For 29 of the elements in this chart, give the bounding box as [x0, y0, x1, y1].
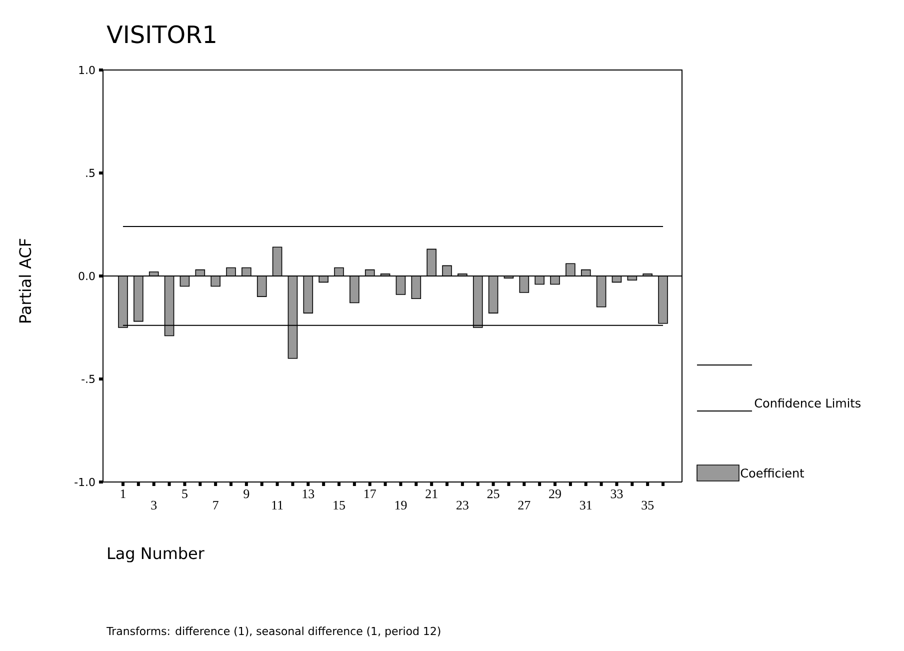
x-tick-label: 35 — [642, 500, 654, 510]
y-tick-label: .5 — [86, 168, 95, 178]
x-tick-label: 9 — [244, 490, 250, 498]
x-tick-label: 21 — [426, 490, 438, 498]
x-tick-label: 31 — [580, 500, 592, 510]
x-tick-label: 15 — [334, 500, 345, 510]
x-tick-label: 17 — [364, 490, 376, 498]
text: Transforms: difference (1), seasonal difference (1, period 12) — [106, 626, 440, 638]
x-tick-label: 7 — [213, 500, 218, 510]
x-tick-label: 33 — [610, 490, 623, 498]
x-axis-title: Lag Number — [108, 546, 204, 562]
x-tick-label: 23 — [456, 500, 468, 510]
x-tick-label: 1 — [120, 490, 126, 498]
x-tick-label: 13 — [302, 490, 314, 498]
x-tick-label: 19 — [395, 500, 407, 510]
x-tick-label: 5 — [182, 490, 188, 498]
y-tick-label: -1.0 — [74, 478, 95, 486]
y-tick-label: 0.0 — [78, 272, 95, 280]
x-tick-label: 25 — [487, 490, 500, 498]
x-tick-label: 11 — [272, 500, 283, 510]
chart-title: VISITOR1 — [106, 25, 216, 44]
x-tick-label: 3 — [151, 500, 157, 510]
y-tick-label: -.5 — [82, 374, 95, 384]
y-axis-title: Partial ACF — [18, 238, 32, 322]
x-tick-label: 29 — [549, 490, 561, 498]
y-tick-label: 1.0 — [79, 66, 95, 74]
legend-label: Confidence Limits — [754, 398, 860, 408]
x-tick-label: 27 — [518, 500, 530, 510]
legend-label: Coefficient — [740, 468, 804, 478]
